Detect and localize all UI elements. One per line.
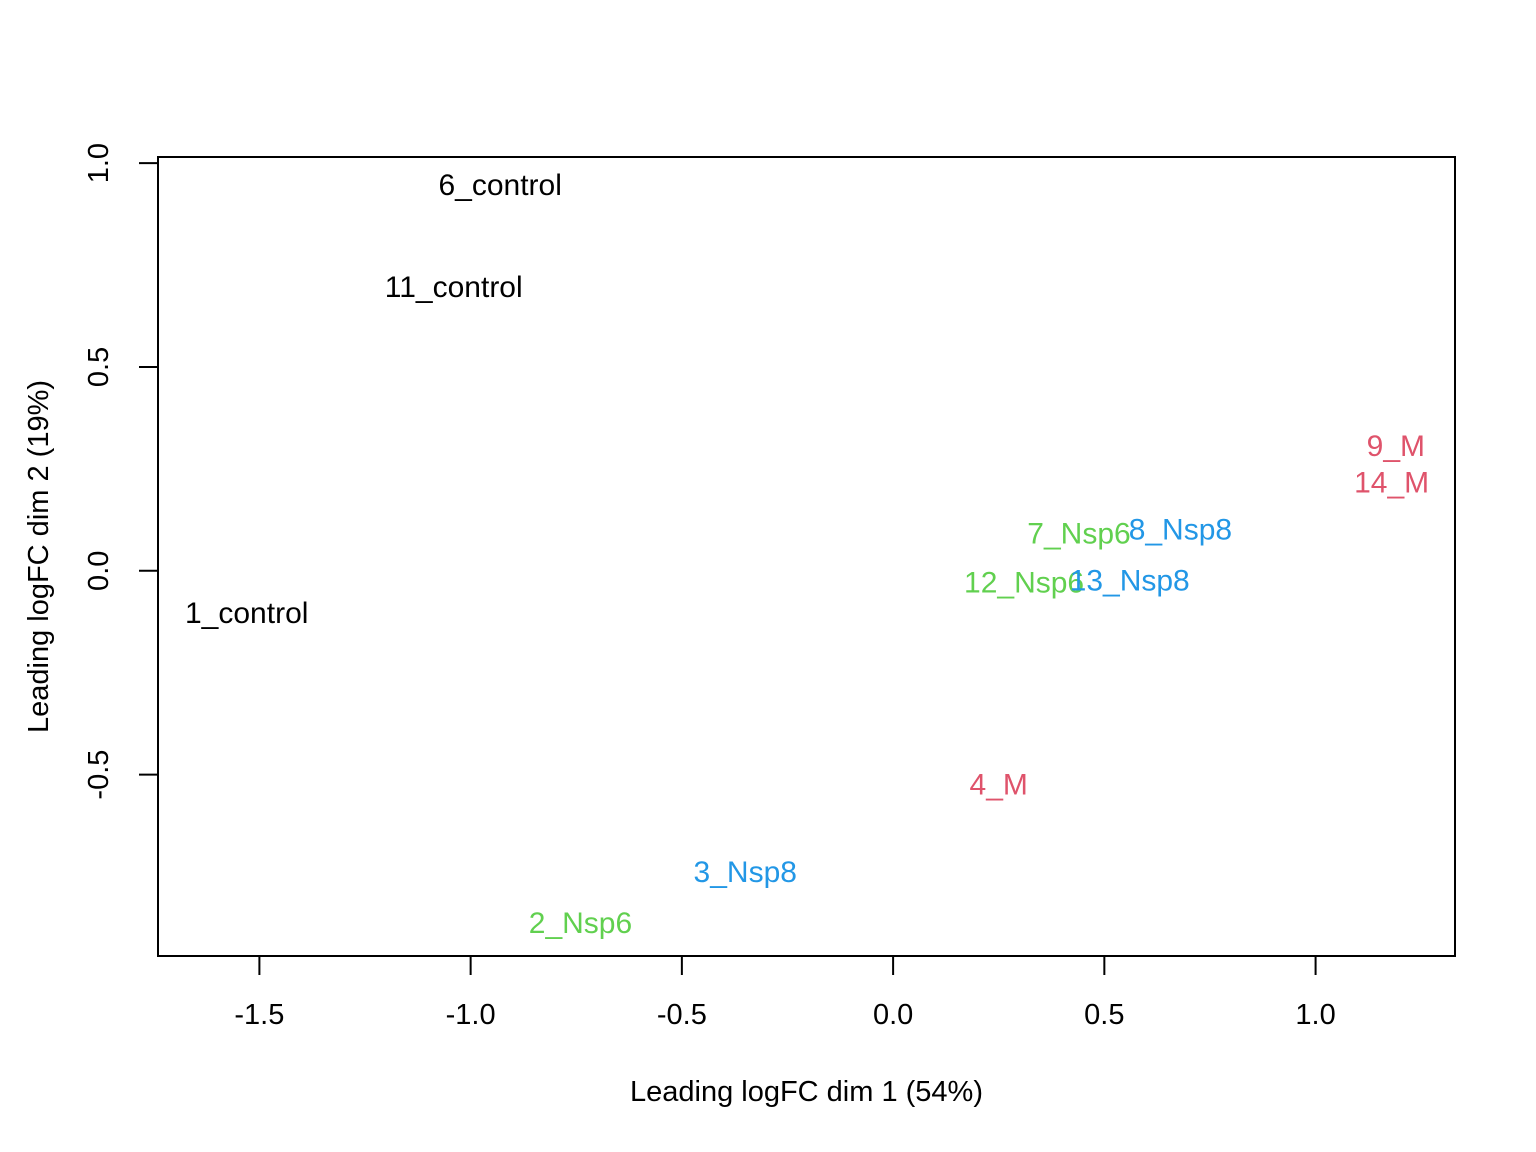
x-tick-label: -1.0 [446,999,496,1031]
x-tick-label: 1.0 [1295,999,1335,1031]
x-tick-label: -0.5 [657,999,707,1031]
point-labels: 6_control 11_control 1_control 9_M 14_M 4_M 7_… [185,169,1429,940]
point-label-7-nsp6: 7_Nsp6 [1027,518,1130,551]
plot-frame [157,156,1456,957]
point-label-6-control: 6_control [438,169,561,202]
x-tick-label: -1.5 [234,999,284,1031]
point-label-11-control: 11_control [385,271,523,304]
y-axis: -0.5 0.0 0.5 1.0 [83,143,159,800]
point-label-13-nsp8: 13_Nsp8 [1070,564,1190,597]
point-label-9-m: 9_M [1367,430,1425,463]
point-label-3-nsp8: 3_Nsp8 [694,856,797,889]
y-tick-label: 0.5 [83,347,115,387]
x-axis: -1.5 -1.0 -0.5 0.0 0.5 1.0 [234,955,1336,1031]
y-axis-title: Leading logFC dim 2 (19%) [23,380,55,733]
point-label-8-nsp8: 8_Nsp8 [1129,514,1232,547]
point-label-4-m: 4_M [970,768,1028,801]
point-label-12-nsp6: 12_Nsp6 [964,566,1084,599]
x-tick-label: 0.0 [873,999,913,1031]
point-label-1-control: 1_control [185,597,308,630]
x-tick-label: 0.5 [1084,999,1124,1031]
y-tick-label: -0.5 [83,750,115,800]
y-tick-label: 0.0 [83,551,115,591]
point-label-2-nsp6: 2_Nsp6 [529,907,632,940]
point-label-14-m: 14_M [1354,467,1429,500]
y-tick-label: 1.0 [83,143,115,183]
x-axis-title: Leading logFC dim 1 (54%) [630,1076,983,1108]
